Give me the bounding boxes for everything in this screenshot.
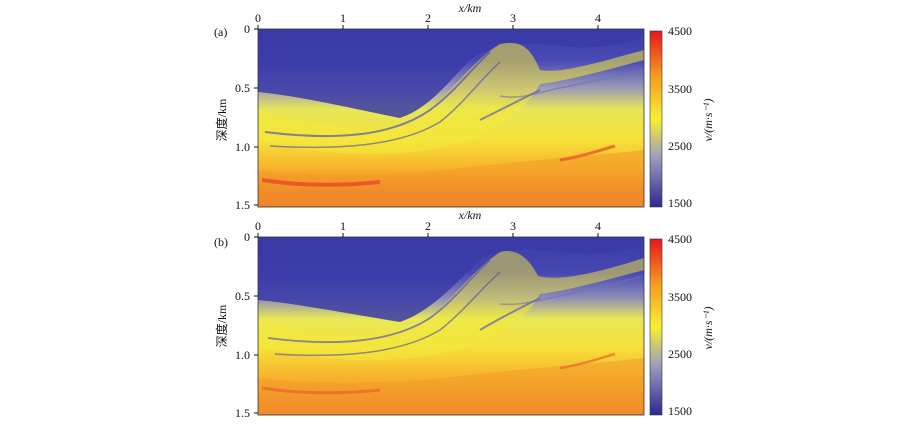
y-axis-title: 深度/km xyxy=(214,98,229,141)
colorbar-tick: 1500 xyxy=(668,404,692,418)
y-tick-label: 1.5 xyxy=(235,406,250,420)
colorbar-tick: 3500 xyxy=(668,82,692,96)
velocity-field-a xyxy=(258,29,644,207)
y-axis-a: 0 0.5 1.0 1.5 深度/km xyxy=(214,22,258,212)
panel-b: 0 1 2 3 4 x/km 0 0.5 1.0 1.5 深度/km (b) 4… xyxy=(214,208,715,420)
x-axis-title: x/km xyxy=(458,208,482,222)
velocity-field-b xyxy=(258,237,644,415)
panel-label: (a) xyxy=(214,25,227,39)
x-axis-a: 0 1 2 3 4 x/km xyxy=(255,1,601,29)
x-tick-label: 2 xyxy=(425,219,431,233)
colorbar-title: v/(m·s⁻¹) xyxy=(701,99,715,142)
x-tick-label: 3 xyxy=(510,219,516,233)
y-tick-label: 0 xyxy=(244,22,250,36)
x-tick-label: 3 xyxy=(510,11,516,25)
y-axis-b: 0 0.5 1.0 1.5 深度/km xyxy=(214,230,258,420)
x-axis-b: 0 1 2 3 4 x/km xyxy=(255,208,601,237)
colorbar-tick: 4500 xyxy=(668,24,692,38)
y-tick-label: 1.5 xyxy=(235,198,250,212)
colorbar-tick: 1500 xyxy=(668,196,692,210)
y-axis-title: 深度/km xyxy=(214,304,229,347)
colorbar-title: v/(m·s⁻¹) xyxy=(701,307,715,350)
colorbar-tick: 2500 xyxy=(668,347,692,361)
x-tick-label: 2 xyxy=(425,11,431,25)
y-tick-label: 1.0 xyxy=(235,348,250,362)
colorbar-b: 4500 3500 2500 1500 v/(m·s⁻¹) xyxy=(649,232,715,418)
x-tick-label: 1 xyxy=(340,219,346,233)
y-tick-label: 0.5 xyxy=(235,81,250,95)
colorbar-a: 4500 3500 2500 1500 v/(m·s⁻¹) xyxy=(649,24,715,210)
panel-label: (b) xyxy=(214,235,228,249)
y-tick-label: 0.5 xyxy=(235,289,250,303)
x-tick-label: 0 xyxy=(255,219,261,233)
x-tick-label: 4 xyxy=(595,219,601,233)
x-tick-label: 1 xyxy=(340,11,346,25)
y-tick-label: 0 xyxy=(244,230,250,244)
colorbar-tick: 4500 xyxy=(668,232,692,246)
x-axis-title: x/km xyxy=(458,1,482,15)
y-tick-label: 1.0 xyxy=(235,140,250,154)
colorbar-tick: 3500 xyxy=(668,290,692,304)
colorbar-tick: 2500 xyxy=(668,139,692,153)
x-tick-label: 4 xyxy=(595,11,601,25)
panel-a: 0 1 2 3 4 x/km 0 0.5 1.0 1.5 深度/km (a) 4… xyxy=(214,1,715,212)
x-tick-label: 0 xyxy=(255,11,261,25)
